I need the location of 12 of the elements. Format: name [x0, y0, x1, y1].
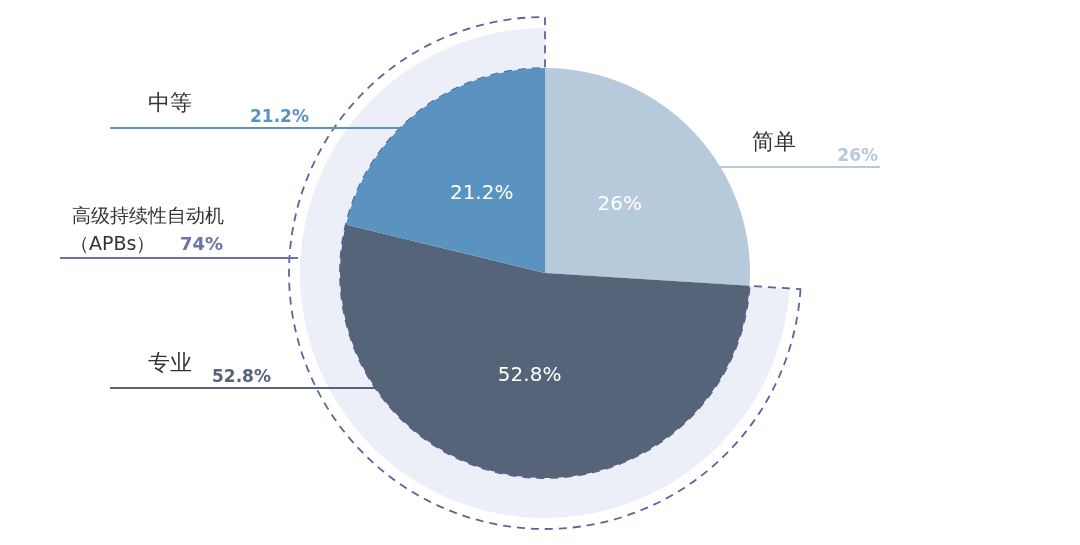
text: 74% — [180, 233, 224, 254]
data-label: 26% — [597, 190, 642, 215]
slice-label: 简单 — [752, 129, 796, 154]
text: 高级持续性自动机 — [72, 204, 224, 226]
slice-label: 中等 — [148, 90, 192, 115]
data-label: 52.8% — [497, 362, 562, 387]
text: 21.2% — [250, 106, 309, 126]
data-label: 21.2% — [449, 180, 514, 205]
text: 52.8% — [212, 366, 271, 386]
text: （APBs） — [70, 232, 156, 254]
slice-label: 专业 — [148, 350, 192, 375]
text: 26% — [837, 145, 878, 165]
